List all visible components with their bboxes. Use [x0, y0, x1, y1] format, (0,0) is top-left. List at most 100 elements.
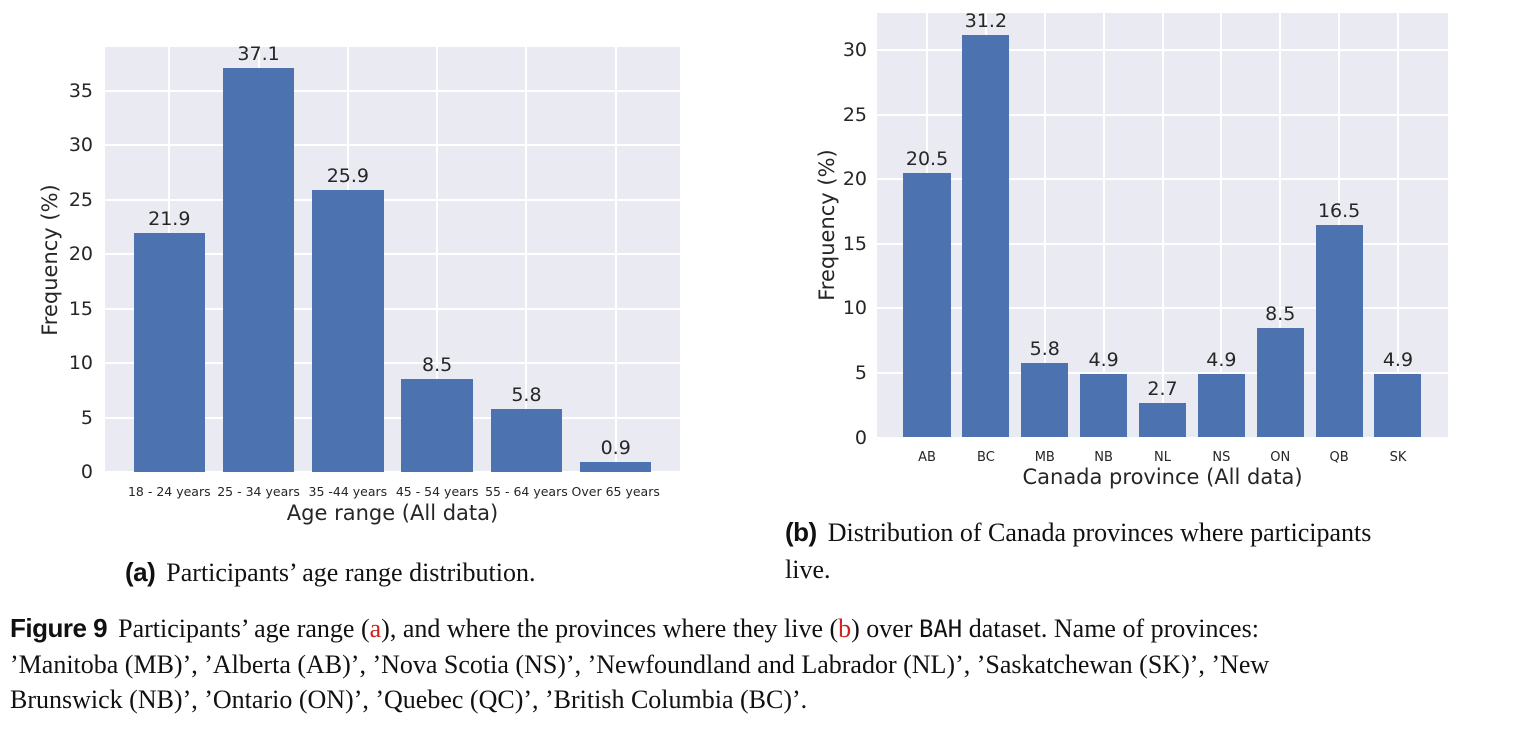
bar-value-label: 5.8 — [1029, 337, 1060, 360]
grid-line-horizontal — [105, 307, 680, 310]
caption-ref-link[interactable]: b — [838, 614, 852, 643]
grid-line-vertical — [525, 47, 528, 472]
caption-label: (a) — [125, 557, 156, 587]
bar-value-label: 4.9 — [1206, 349, 1237, 372]
bar-value-label: 4.9 — [1088, 349, 1119, 372]
x-tick-label: NL — [1154, 449, 1171, 465]
bar — [1256, 327, 1304, 438]
y-tick-label: 30 — [68, 134, 93, 157]
grid-line-vertical — [1396, 13, 1399, 438]
y-tick-label: 10 — [842, 297, 867, 320]
grid-line-horizontal — [105, 471, 680, 473]
bar — [962, 34, 1010, 438]
bar-value-label: 31.2 — [964, 9, 1008, 32]
bar — [401, 379, 473, 472]
y-tick-label: 0 — [80, 461, 93, 483]
bar — [580, 462, 652, 472]
bar — [1138, 402, 1187, 438]
bar-value-label: 8.5 — [422, 354, 453, 377]
x-tick-label: 18 - 24 years — [127, 484, 211, 499]
caption-text: ), and where the provinces where they li… — [381, 614, 839, 643]
y-tick-label: 15 — [842, 232, 867, 255]
bar — [1021, 362, 1069, 438]
x-tick-label: 25 - 34 years — [217, 484, 300, 499]
x-tick-label: 35 -44 years — [308, 484, 388, 499]
bar-value-label: 4.9 — [1382, 349, 1414, 372]
y-tick-label: 20 — [68, 243, 93, 266]
bar — [903, 172, 951, 438]
bar-value-label: 37.1 — [237, 42, 280, 65]
y-tick-label: 35 — [68, 79, 93, 102]
caption-text: Brunswick (NB)’, ’Ontario (ON)’, ’Quebec… — [10, 685, 808, 714]
x-axis-label: Age range (All data) — [286, 501, 499, 525]
y-tick-label: 10 — [68, 352, 93, 375]
grid-line-horizontal — [105, 144, 680, 147]
x-tick-label: AB — [918, 449, 936, 465]
bar — [1080, 374, 1128, 438]
x-tick-label: QB — [1329, 449, 1349, 465]
bar-value-label: 0.9 — [600, 437, 631, 460]
grid-line-vertical — [1220, 13, 1223, 438]
x-tick-label: NS — [1212, 449, 1231, 465]
caption-mono-text: BAH — [919, 615, 963, 643]
figure-caption: Figure 9 Participants’ age range (a), and… — [10, 611, 1520, 717]
bar — [490, 408, 563, 472]
bar-value-label: 5.8 — [511, 383, 542, 406]
x-tick-label: ON — [1270, 449, 1291, 465]
x-tick-label: NB — [1094, 449, 1113, 465]
grid-line-horizontal — [105, 416, 680, 419]
bar — [1315, 224, 1363, 438]
caption-text: Participants’ age range distribution. — [166, 558, 536, 587]
x-tick-label: BC — [977, 449, 995, 465]
grid-line-vertical — [436, 47, 439, 472]
x-tick-label: MB — [1034, 449, 1055, 465]
bar-value-label: 21.9 — [148, 208, 191, 231]
grid-line-vertical — [1102, 13, 1105, 438]
grid-line-horizontal — [105, 89, 680, 92]
caption-label: Figure 9 — [10, 613, 108, 643]
grid-line-vertical — [1279, 13, 1282, 438]
y-tick-label: 25 — [842, 103, 867, 126]
subcaption-a: (a) Participants’ age range distribution. — [125, 554, 535, 591]
caption-ref-link[interactable]: a — [369, 614, 382, 643]
y-tick-label: 30 — [842, 39, 867, 62]
caption-text: dataset. Name of provinces: — [962, 614, 1259, 643]
grid-line-horizontal — [105, 253, 680, 256]
bar-value-label: 25.9 — [326, 164, 369, 187]
caption-text: Participants’ age range ( — [118, 614, 370, 643]
y-tick-label: 5 — [80, 406, 93, 429]
bar-value-label: 16.5 — [1317, 199, 1361, 222]
x-tick-label: Over 65 years — [571, 484, 660, 499]
grid-line-horizontal — [105, 198, 680, 201]
subcaption-b: (b) Distribution of Canada provinces wher… — [785, 514, 1526, 588]
bar-value-label: 2.7 — [1147, 377, 1178, 400]
y-tick-label: 20 — [842, 168, 867, 191]
caption-label: (b) — [785, 517, 817, 547]
grid-line-vertical — [614, 47, 617, 472]
grid-line-vertical — [1161, 13, 1164, 438]
x-tick-label: SK — [1389, 449, 1407, 465]
caption-text: ) over — [851, 614, 919, 643]
y-tick-label: 25 — [68, 188, 93, 211]
grid-line-vertical — [1043, 13, 1046, 438]
bar — [1374, 374, 1422, 438]
caption-text: Distribution of Canada provinces where p… — [827, 518, 1372, 547]
y-tick-label: 0 — [854, 426, 867, 449]
x-axis-label: Canada province (All data) — [1022, 464, 1303, 489]
y-tick-label: 15 — [68, 297, 93, 320]
grid-line-horizontal — [877, 436, 1448, 439]
bar-value-label: 20.5 — [905, 147, 949, 170]
bar — [1197, 374, 1245, 438]
x-tick-label: 55 - 64 years — [485, 484, 568, 499]
bar — [312, 189, 384, 472]
bar — [222, 67, 295, 472]
y-tick-label: 5 — [854, 361, 867, 384]
caption-text: live. — [785, 555, 831, 584]
bar-value-label: 8.5 — [1265, 302, 1296, 325]
bar — [133, 233, 205, 472]
x-tick-label: 45 - 54 years — [395, 484, 479, 499]
caption-text: ’Manitoba (MB)’, ’Alberta (AB)’, ’Nova S… — [10, 650, 1270, 679]
grid-line-horizontal — [105, 362, 680, 365]
